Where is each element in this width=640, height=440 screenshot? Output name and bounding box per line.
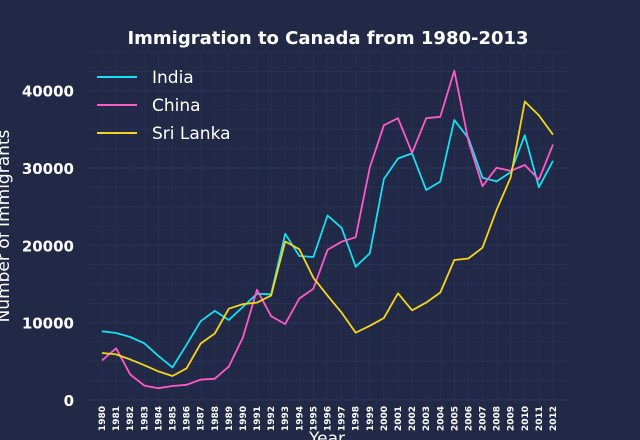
x-tick-label: 2002 [408, 406, 418, 431]
y-axis-label: Number of Immigrants [0, 129, 14, 322]
x-tick-label: 1982 [126, 406, 136, 431]
y-axis-ticks: 0 10000 20000 30000 40000 [22, 83, 74, 410]
x-tick-label: 1984 [154, 406, 164, 431]
x-tick-label: 2004 [436, 406, 446, 431]
x-tick-label: 1986 [183, 406, 193, 431]
x-tick-label: 2010 [521, 406, 531, 431]
y-tick-label: 0 [64, 392, 74, 410]
x-tick-label: 1983 [140, 406, 150, 431]
x-tick-label: 1990 [239, 406, 249, 431]
x-tick-label: 1991 [253, 406, 263, 431]
x-tick-label: 2009 [507, 406, 517, 431]
x-tick-label: 1999 [366, 406, 376, 431]
x-axis-ticks: 1980 1981 1982 1983 1984 1985 1986 1987 1988 1989… [98, 406, 559, 431]
x-tick-label: 2005 [450, 406, 460, 431]
x-tick-label: 2000 [380, 406, 390, 431]
x-tick-label: 2007 [479, 406, 489, 431]
x-tick-label: 2012 [549, 406, 559, 431]
legend-label: China [152, 96, 201, 116]
grid [87, 51, 568, 401]
y-tick-label: 40000 [22, 83, 74, 101]
x-tick-label: 1994 [295, 406, 305, 431]
legend-label: India [152, 68, 194, 88]
series-line-sri-lanka [101, 100, 554, 377]
x-tick-label: 1992 [267, 406, 277, 431]
series-lines [101, 69, 554, 390]
chart-title: Immigration to Canada from 1980-2013 [127, 28, 528, 49]
x-tick-label: 1997 [338, 406, 348, 431]
x-tick-label: 2001 [394, 406, 404, 431]
x-tick-label: 1988 [211, 406, 221, 431]
x-tick-label: 2008 [493, 406, 503, 431]
y-tick-label: 20000 [22, 237, 74, 255]
x-tick-label: 1985 [168, 406, 178, 431]
x-tick-label: 2006 [464, 406, 474, 431]
x-tick-label: 1998 [352, 406, 362, 431]
x-tick-label: 1995 [309, 406, 319, 431]
x-tick-label: 1987 [197, 406, 207, 431]
x-axis-label: Year [308, 429, 345, 440]
series-line-china [101, 69, 554, 390]
x-tick-label: 2011 [535, 406, 545, 431]
x-tick-label: 2003 [422, 406, 432, 431]
x-tick-label: 1993 [281, 406, 291, 431]
legend: India China Sri Lanka [97, 68, 231, 144]
y-tick-label: 30000 [22, 160, 74, 178]
series-line-india [101, 119, 554, 369]
legend-label: Sri Lanka [152, 124, 231, 144]
y-tick-label: 10000 [22, 315, 74, 333]
x-tick-label: 1980 [98, 406, 108, 431]
x-tick-label: 1996 [324, 406, 334, 431]
x-tick-label: 1989 [225, 406, 235, 431]
x-tick-label: 1981 [112, 406, 122, 431]
